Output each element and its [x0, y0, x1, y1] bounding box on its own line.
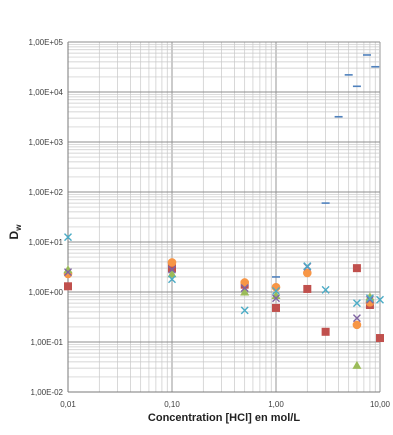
y-tick-label: 1,00E+00 [29, 288, 64, 297]
x-marker [64, 268, 72, 277]
y-tick-label: 1,00E-02 [31, 388, 64, 397]
gridlines [67, 41, 381, 393]
y-tick-label: 1,00E+01 [29, 238, 64, 247]
triangle-marker [63, 265, 73, 274]
x-marker [64, 233, 72, 242]
x-marker [240, 284, 249, 293]
x-marker [168, 275, 176, 284]
x-marker [352, 299, 361, 308]
x-axis-label: Concentration [HCl] en mol/L [148, 412, 300, 424]
x-marker [303, 262, 312, 271]
x-marker [352, 314, 361, 323]
triangle-marker [167, 269, 177, 278]
x-marker [376, 295, 384, 304]
circle-marker [240, 278, 249, 287]
x-tick-label: 1,00 [268, 400, 284, 409]
square-marker [64, 282, 72, 291]
square-marker [168, 264, 176, 273]
square-marker [321, 327, 330, 336]
x-marker [365, 294, 374, 303]
y-tick-label: 1,00E-01 [31, 338, 64, 347]
y-tick-labels: 1,00E-02 1,00E-01 1,00E+00 1,00E+01 1,00E+02… [29, 38, 64, 397]
y-axis-label: Dw [7, 224, 23, 240]
x-tick-label: 0,01 [60, 400, 76, 409]
x-marker [240, 306, 249, 315]
y-axis-label-main: D [7, 230, 21, 239]
x-tick-label: 0,10 [164, 400, 180, 409]
y-tick-label: 1,00E+03 [29, 138, 64, 147]
x-marker [365, 295, 374, 304]
square-marker [352, 264, 361, 273]
y-tick-label: 1,00E+05 [29, 38, 64, 47]
triangle-marker [271, 291, 281, 300]
y-tick-label: 1,00E+02 [29, 188, 64, 197]
y-tick-label: 1,00E+04 [29, 88, 64, 97]
x-tick-labels: 0,01 0,10 1,00 10,00 [60, 400, 390, 409]
y-axis-label-sub: w [14, 224, 23, 232]
data-markers [63, 54, 384, 369]
square-marker [376, 334, 384, 343]
circle-marker [352, 320, 362, 330]
square-marker [272, 303, 280, 312]
x-tick-label: 10,00 [370, 400, 391, 409]
x-marker [321, 285, 330, 294]
x-marker [272, 294, 280, 303]
x-marker [272, 286, 280, 295]
triangle-marker [240, 287, 250, 296]
x-marker [168, 265, 176, 274]
circle-marker [167, 258, 177, 267]
square-marker [303, 284, 312, 293]
circle-marker [303, 268, 312, 278]
triangle-marker [352, 360, 362, 369]
